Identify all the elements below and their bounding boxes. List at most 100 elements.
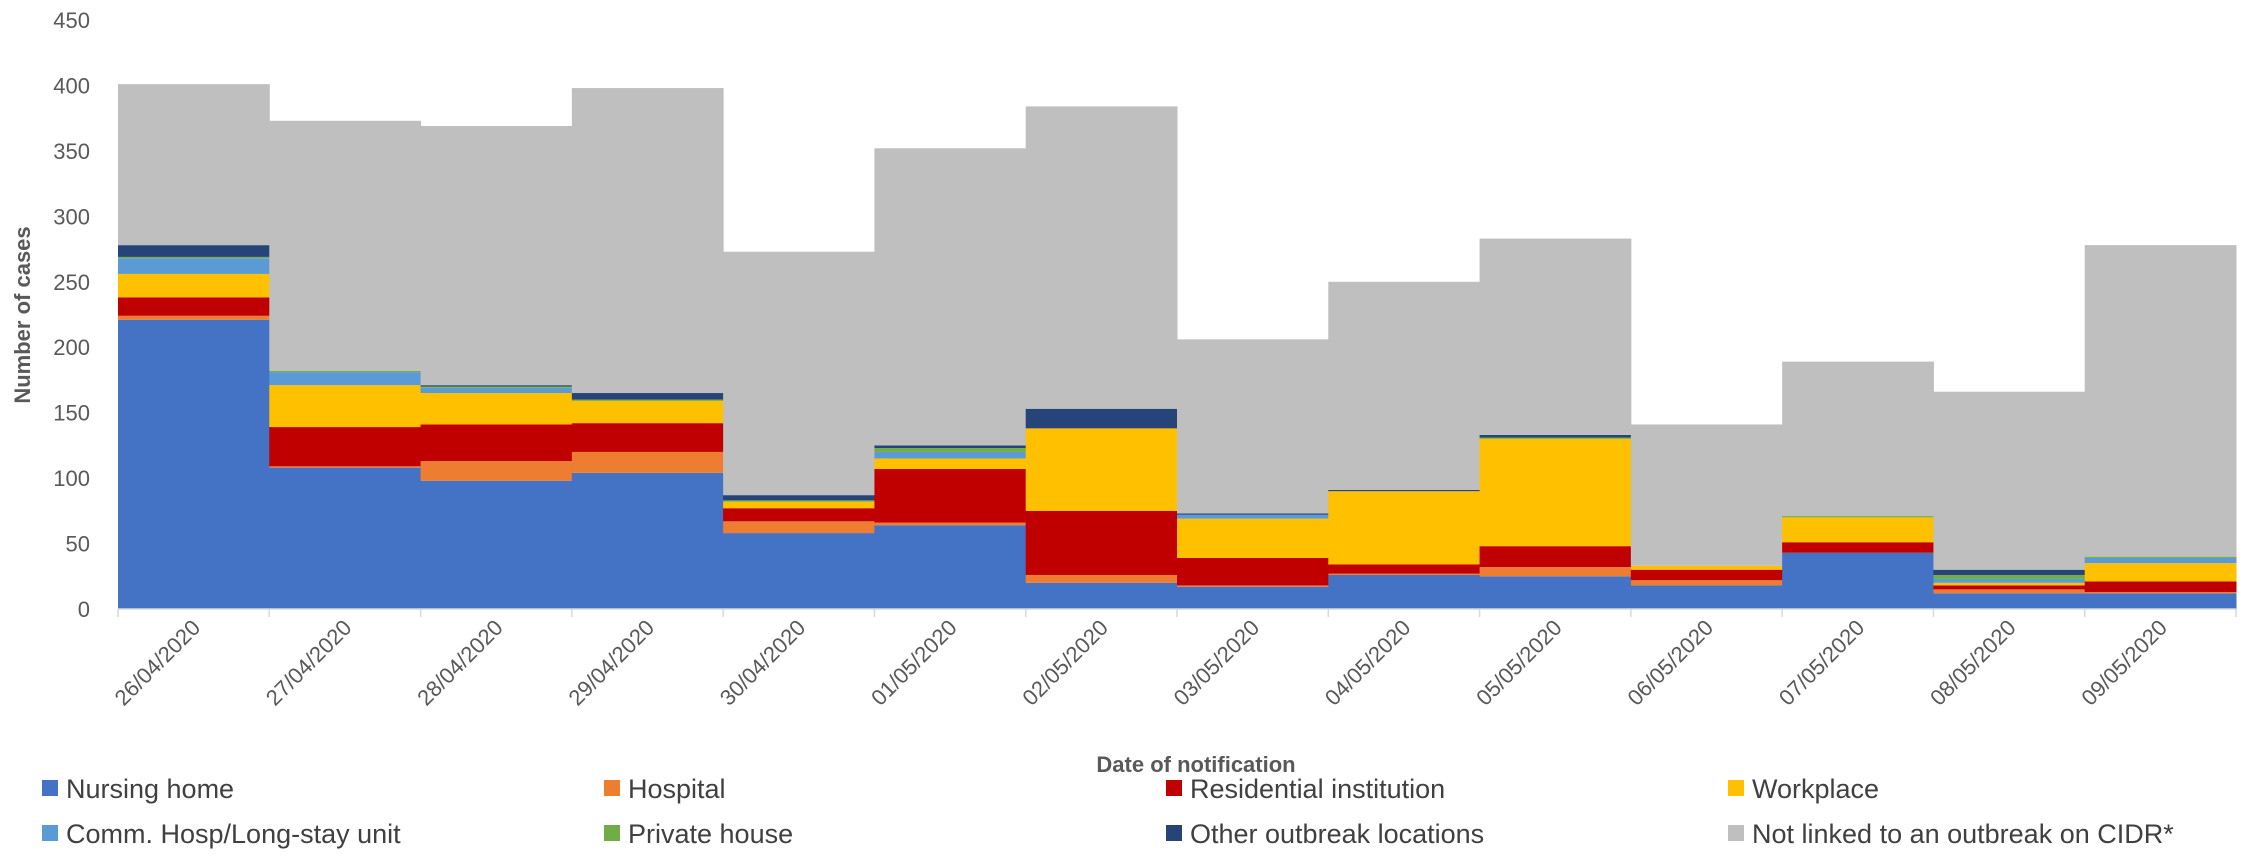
- bar-segment: [723, 251, 875, 496]
- bar-segment: [1630, 585, 1783, 609]
- x-tick-label: 05/05/2020: [1471, 615, 1567, 711]
- bar-segment: [723, 521, 875, 534]
- bar-segment: [1177, 513, 1329, 515]
- x-tick-label: 02/05/2020: [1017, 615, 1113, 711]
- bar-segment: [874, 448, 1027, 452]
- bar-segment: [571, 88, 724, 394]
- bar-segment: [420, 385, 573, 387]
- bar-segment: [1479, 546, 1632, 568]
- bar-segment: [1933, 589, 2086, 594]
- bar-segment: [269, 466, 422, 468]
- x-tick-label: 01/05/2020: [866, 615, 962, 711]
- y-tick-label: 450: [53, 8, 90, 33]
- legend-swatch: [1166, 780, 1182, 796]
- bar-segment: [118, 245, 270, 257]
- bar-segment: [571, 393, 724, 400]
- x-tick-label: 28/04/2020: [412, 615, 508, 711]
- legend-label: Residential institution: [1190, 774, 1445, 804]
- x-tick-label: 06/05/2020: [1622, 615, 1718, 711]
- x-tick-label: 30/04/2020: [715, 615, 811, 711]
- x-tick-label: 29/04/2020: [563, 615, 659, 711]
- bar-segment: [420, 461, 573, 481]
- x-tick-label: 03/05/2020: [1169, 615, 1265, 711]
- bar-segment: [269, 467, 422, 609]
- bar-segment: [1025, 510, 1178, 575]
- bar-segment: [1025, 408, 1178, 429]
- bar-segment: [118, 258, 270, 274]
- y-tick-label: 50: [66, 532, 90, 557]
- bar-segment: [1177, 518, 1329, 558]
- bar-segment: [118, 315, 270, 320]
- bar-segment: [1479, 567, 1632, 577]
- y-axis-title: Number of cases: [10, 226, 35, 403]
- bar-segment: [571, 400, 724, 424]
- x-axis-title: Date of notification: [1096, 752, 1295, 777]
- bar-segment: [1328, 491, 1481, 565]
- legend-swatch: [42, 780, 58, 796]
- legend-label: Nursing home: [66, 774, 234, 804]
- bar-segment: [1933, 585, 2086, 590]
- bar-segment: [1630, 580, 1783, 586]
- bar-segment: [571, 451, 724, 473]
- legend-label: Other outbreak locations: [1190, 819, 1484, 849]
- bar-segment: [723, 495, 875, 501]
- bar-segment: [1933, 391, 2086, 570]
- bar-segment: [571, 423, 724, 452]
- bar-segment: [1177, 586, 1329, 609]
- x-tick-label: 26/04/2020: [110, 615, 206, 711]
- bar-segment: [2084, 556, 2237, 558]
- bar-segment: [1933, 574, 2086, 579]
- bar-segment: [1025, 574, 1178, 583]
- bar-segment: [1479, 437, 1632, 439]
- legend-swatch: [1728, 825, 1744, 841]
- y-tick-label: 300: [53, 204, 90, 229]
- bar-segment: [874, 451, 1027, 459]
- legend: Nursing home Hospital Residential institut…: [42, 774, 2174, 849]
- bar-segment: [874, 458, 1027, 469]
- y-tick-label: 200: [53, 335, 90, 360]
- bar-segment: [1025, 582, 1178, 609]
- bar-segment: [1177, 514, 1329, 519]
- bar-segment: [1630, 424, 1783, 566]
- bar-segment: [1328, 574, 1481, 609]
- bar-segment: [874, 445, 1027, 449]
- bar-segment: [1328, 573, 1481, 575]
- bar-segment: [269, 372, 422, 386]
- y-tick-label: 400: [53, 73, 90, 98]
- legend-swatch: [1166, 825, 1182, 841]
- bar-segment: [420, 424, 573, 462]
- bar-segment: [1479, 238, 1632, 435]
- bar-segment: [2084, 563, 2237, 582]
- bar-segment: [420, 480, 573, 609]
- bar-segment: [118, 297, 270, 316]
- legend-swatch: [1728, 780, 1744, 796]
- bar-segment: [723, 501, 875, 509]
- legend-label: Workplace: [1752, 774, 1879, 804]
- legend-label: Private house: [628, 819, 793, 849]
- bar-segment: [1479, 434, 1632, 438]
- y-tick-label: 100: [53, 466, 90, 491]
- bar-segment: [1782, 517, 1934, 543]
- x-tick-label: 08/05/2020: [1925, 615, 2021, 711]
- bar-segment: [1328, 281, 1481, 490]
- bar-segment: [1933, 569, 2086, 575]
- bar-segment: [2084, 581, 2237, 592]
- bar-segment: [874, 148, 1027, 446]
- bar-segment: [420, 126, 573, 386]
- bar-segment: [723, 508, 875, 522]
- legend-swatch: [604, 825, 620, 841]
- bar-segment: [2084, 245, 2237, 557]
- bar-segment: [1630, 565, 1783, 570]
- bar-segment: [118, 273, 270, 298]
- y-tick-label: 0: [78, 597, 90, 622]
- bar-segment: [269, 120, 422, 371]
- bar-segment: [1177, 339, 1329, 514]
- bar-segment: [723, 533, 875, 609]
- bar-segment: [571, 472, 724, 609]
- bar-segment: [874, 525, 1027, 609]
- bar-segment: [269, 370, 422, 373]
- bar-segment: [1177, 557, 1329, 586]
- plot-area: [118, 84, 2237, 609]
- bar-segment: [571, 399, 724, 401]
